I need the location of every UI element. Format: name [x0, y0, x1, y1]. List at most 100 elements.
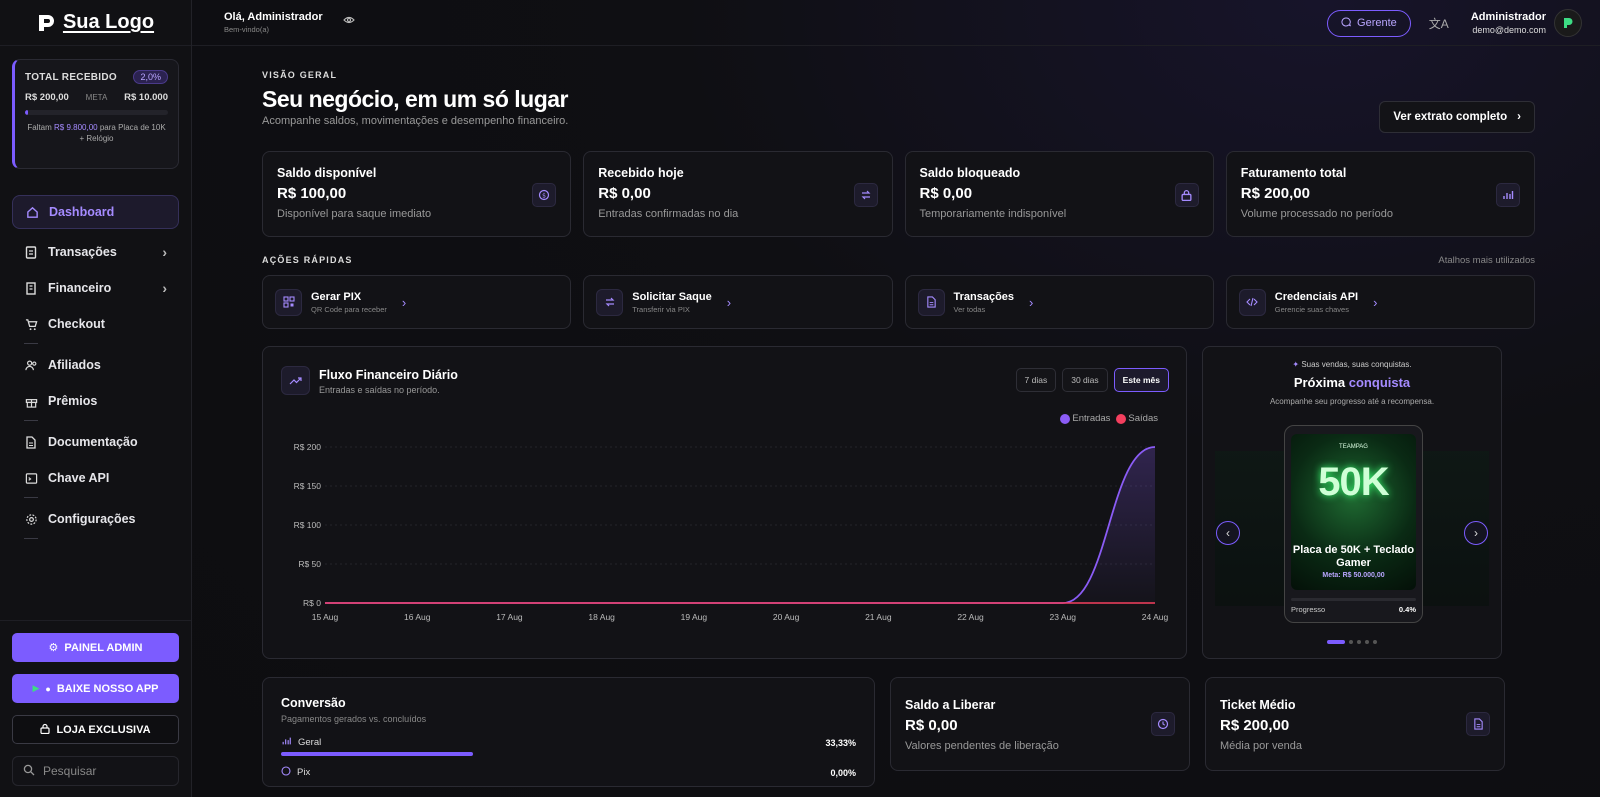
carousel-prev-button[interactable]: ‹: [1216, 521, 1240, 545]
legend-entradas[interactable]: Entradas: [1060, 413, 1110, 424]
gift-icon: [24, 394, 38, 408]
quick-actions-header: AÇÕES RÁPIDAS Atalhos mais utilizados: [262, 255, 1535, 266]
sidebar-item-documentacao[interactable]: Documentação: [12, 425, 179, 459]
document-icon: [24, 245, 38, 259]
range-30-dias[interactable]: 30 dias: [1062, 368, 1108, 392]
stat-card-recebido-hoje: Recebido hoje R$ 0,00 Entradas confirmad…: [583, 151, 893, 237]
brand-logo[interactable]: Sua Logo: [0, 0, 191, 46]
carousel-slide-active[interactable]: TEAMPAG 50K Placa de 50K + Teclado Gamer…: [1284, 425, 1423, 623]
baixe-app-button[interactable]: ▶ ● BAIXE NOSSO APP: [12, 674, 179, 703]
quick-action-gerar-pix[interactable]: Gerar PIX QR Code para receber ›: [262, 275, 572, 329]
stat-sub: Temporariamente indisponível: [919, 208, 1067, 220]
quick-action-credenciais-api[interactable]: Credenciais API Gerencie suas chaves ›: [1225, 275, 1535, 329]
promo-title-b: conquista: [1348, 375, 1411, 390]
range-este-mes[interactable]: Este mês: [1113, 368, 1169, 392]
x-tick-label: 16 Aug: [404, 612, 431, 622]
ver-extrato-button[interactable]: Ver extrato completo ›: [1379, 101, 1535, 133]
qr-icon: [275, 288, 302, 316]
sidebar-item-financeiro[interactable]: Financeiro ›: [12, 271, 179, 305]
greeting-block: Olá, Administrador Bem-vindo(a): [224, 11, 323, 34]
promo-title-a: Próxima: [1293, 375, 1346, 390]
x-tick-label: 24 Aug: [1142, 612, 1169, 622]
chevron-right-icon: ›: [726, 294, 732, 310]
reward-progress-value: 0.4%: [1398, 605, 1416, 614]
quick-action-transacoes[interactable]: Transações Ver todas ›: [904, 275, 1214, 329]
x-tick-label: 18 Aug: [588, 612, 615, 622]
legend-swatch: [1060, 413, 1071, 424]
sidebar-item-dashboard[interactable]: Dashboard: [12, 195, 179, 229]
stat-title: Saldo a Liberar: [905, 698, 996, 712]
chevron-right-icon: ›: [401, 294, 407, 310]
search-icon: [23, 764, 35, 779]
nav-divider: [24, 420, 38, 421]
sidebar-footer: ⚙ PAINEL ADMIN ▶ ● BAIXE NOSSO APP LOJA …: [0, 620, 191, 786]
promo-tagline: ✦ Suas vendas, suas conquistas.: [1203, 360, 1501, 369]
slide-big-text: 50K: [1318, 460, 1389, 504]
legend-saidas[interactable]: Saídas: [1116, 413, 1158, 424]
stat-value: R$ 0,00: [598, 185, 651, 202]
goal-progress-bar: [25, 110, 168, 115]
quick-action-solicitar-saque[interactable]: Solicitar Saque Transferir via PIX ›: [583, 275, 893, 329]
welcome-text: Bem-vindo(a): [224, 25, 270, 34]
bar-chart-icon: [1496, 183, 1520, 207]
carousel-dot[interactable]: [1327, 640, 1345, 644]
range-7-dias[interactable]: 7 dias: [1015, 368, 1057, 392]
avatar[interactable]: [1554, 9, 1582, 37]
chart-subtitle: Entradas e saídas no período.: [319, 385, 440, 395]
sidebar-item-label: Transações: [48, 245, 117, 259]
goal-note-suffix: para Placa de 10K + Relógio: [79, 123, 166, 143]
sidebar-item-checkout[interactable]: Checkout: [12, 307, 179, 341]
carousel-dot[interactable]: [1349, 640, 1353, 644]
chart-row: Fluxo Financeiro Diário Entradas e saída…: [262, 346, 1535, 659]
sidebar-item-chave-api[interactable]: Chave API: [12, 461, 179, 495]
carousel-dots: [1203, 640, 1501, 644]
x-tick-label: 23 Aug: [1050, 612, 1077, 622]
x-tick-label: 21 Aug: [865, 612, 892, 622]
dashboard-content: VISÃO GERAL Seu negócio, em um só lugar …: [262, 46, 1535, 787]
lock-icon: [40, 723, 51, 737]
chevron-right-icon: ›: [1517, 111, 1521, 123]
quick-actions-hint: Atalhos mais utilizados: [1438, 255, 1535, 266]
building-icon: [24, 281, 38, 295]
goal-title: TOTAL RECEBIDO: [25, 71, 117, 83]
search-input[interactable]: Pesquisar: [12, 756, 179, 786]
gerente-button[interactable]: Gerente: [1327, 9, 1411, 37]
promo-tagline-text: Suas vendas, suas conquistas.: [1301, 360, 1412, 369]
chart-title: Fluxo Financeiro Diário: [319, 368, 458, 382]
sidebar-item-afiliados[interactable]: Afiliados: [12, 348, 179, 382]
sidebar-item-label: Chave API: [48, 471, 110, 485]
stat-value: R$ 100,00: [277, 185, 347, 202]
receipt-icon: [1466, 712, 1490, 736]
carousel-dot[interactable]: [1357, 640, 1361, 644]
stat-title: Faturamento total: [1240, 166, 1347, 180]
conversion-bar: [281, 752, 473, 756]
sidebar-item-premios[interactable]: Prêmios: [12, 384, 179, 418]
eye-icon[interactable]: [342, 12, 355, 30]
loja-exclusiva-button[interactable]: LOJA EXCLUSIVA: [12, 715, 179, 744]
quick-actions-title: AÇÕES RÁPIDAS: [262, 255, 353, 265]
file-icon: [24, 435, 38, 449]
quick-action-label: Credenciais API: [1274, 290, 1359, 303]
carousel-dot[interactable]: [1373, 640, 1377, 644]
chevron-right-icon: ›: [162, 244, 167, 260]
user-email: demo@demo.com: [1472, 25, 1546, 35]
x-tick-label: 17 Aug: [496, 612, 523, 622]
translate-icon[interactable]: 文A: [1428, 16, 1449, 31]
conversion-value: 0,00%: [830, 767, 856, 778]
document-icon: [917, 288, 945, 316]
gear-icon: ⚙: [48, 642, 59, 654]
carousel-next-button[interactable]: ›: [1464, 521, 1488, 545]
ticket-medio-card: Ticket Médio R$ 200,00 Média por venda: [1205, 677, 1505, 771]
carousel-dot[interactable]: [1365, 640, 1369, 644]
reward-meta: Meta: R$ 50.000,00: [1322, 572, 1385, 579]
saldo-liberar-card: Saldo a Liberar R$ 0,00 Valores pendente…: [890, 677, 1190, 771]
home-icon: [25, 205, 39, 219]
sidebar-item-configuracoes[interactable]: Configurações: [12, 502, 179, 536]
sidebar-item-transacoes[interactable]: Transações ›: [12, 235, 179, 269]
quick-action-label: Gerar PIX: [311, 290, 362, 303]
painel-admin-button[interactable]: ⚙ PAINEL ADMIN: [12, 633, 179, 662]
user-info[interactable]: Administrador demo@demo.com: [1471, 11, 1546, 35]
goal-target: R$ 10.000: [124, 92, 168, 103]
stat-card-faturamento-total: Faturamento total R$ 200,00 Volume proce…: [1225, 151, 1535, 237]
reward-image: TEAMPAG 50K Placa de 50K + Teclado Gamer…: [1291, 434, 1416, 590]
